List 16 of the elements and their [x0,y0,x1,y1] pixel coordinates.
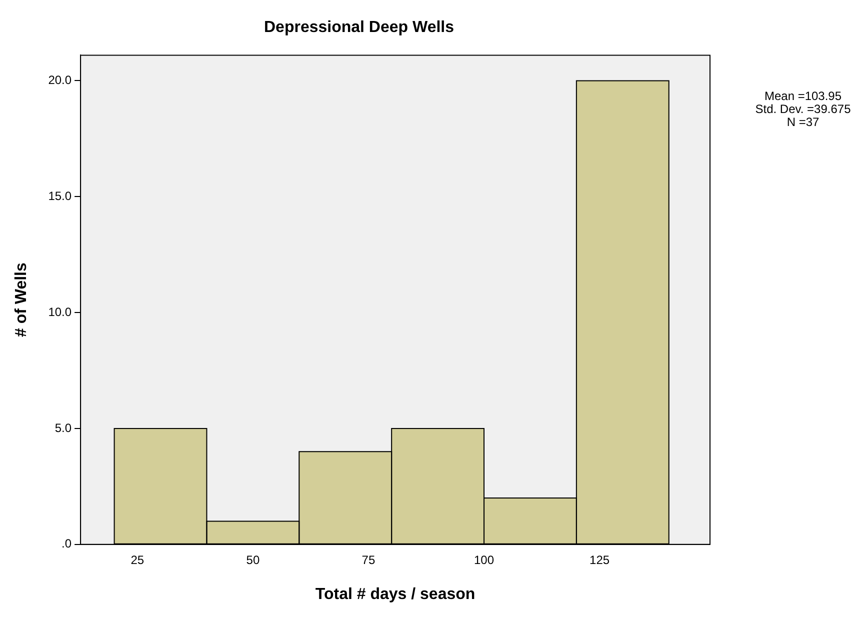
x-tick-label: 50 [246,552,260,567]
x-tick-label: 125 [590,552,610,567]
text: Mean =103.95 [763,89,843,103]
y-tick-label: 20.0 [48,73,72,88]
x-tick-label: 75 [362,552,376,567]
text: Std. Dev. =39.675 [754,102,852,116]
x-axis-title: Total # days / season [315,586,476,603]
text: N =37 [786,115,820,129]
y-tick-label: 5.0 [54,420,72,435]
x-tick-label: 100 [474,552,494,567]
y-tick-label: .0 [62,536,72,551]
x-tick-label: 25 [130,552,144,567]
y-tick-label: 15.0 [48,188,72,203]
y-axis-title: # of Wells [13,262,30,337]
chart-title: Depressional Deep Wells [264,19,454,36]
y-tick-label: 10.0 [48,304,72,319]
